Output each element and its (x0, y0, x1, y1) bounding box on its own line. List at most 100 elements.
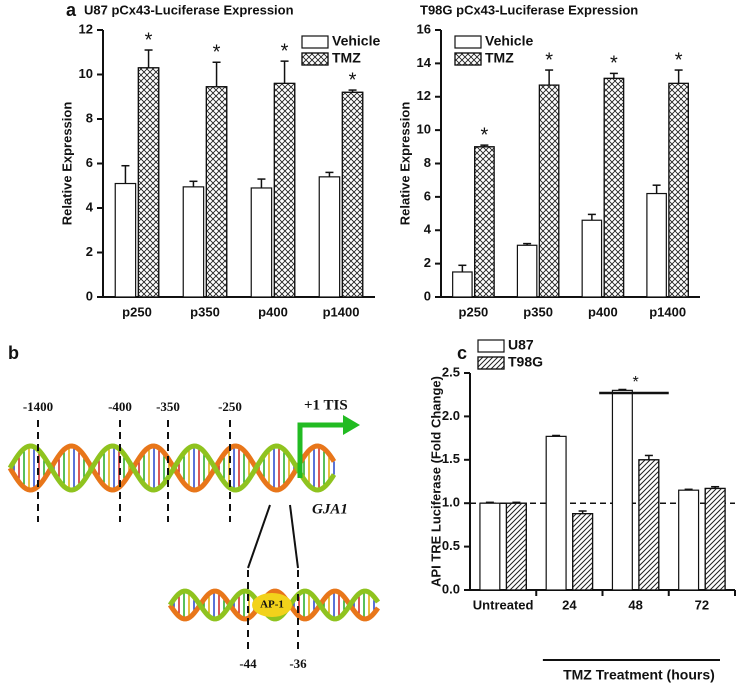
significance-star: * (480, 124, 488, 146)
legend-label: T98G (508, 354, 543, 370)
bar (611, 389, 633, 591)
y-tick-label: 8 (86, 110, 93, 125)
y-tick-label: 2 (86, 244, 93, 259)
significance-star: * (633, 374, 639, 391)
tss-label: +1 TIS (304, 397, 348, 413)
legend-label: U87 (508, 337, 534, 353)
significance-star: * (281, 40, 289, 62)
bar (545, 435, 567, 591)
y-tick-label: 0.0 (442, 581, 460, 596)
y-tick-label: 10 (417, 122, 431, 137)
legend-label: TMZ (332, 50, 361, 66)
legend-swatch-pattern (301, 52, 329, 66)
zoom-line (247, 504, 271, 569)
bar-pattern (137, 67, 160, 298)
position-label: -250 (218, 399, 242, 414)
bar-pattern (668, 82, 689, 298)
significance-star: * (675, 49, 683, 71)
dna-strand (7, 443, 337, 493)
bar (678, 489, 700, 591)
chart-title: U87 pCx43-Luciferase Expression (84, 2, 294, 17)
ap1-site (252, 593, 292, 617)
y-tick-label: 1.0 (442, 495, 460, 510)
zoom-line (289, 504, 299, 569)
bar (182, 186, 205, 298)
dna-strand (167, 588, 381, 622)
bar-pattern (572, 513, 594, 591)
tss-arrowhead (343, 415, 360, 435)
y-tick-label: 2 (424, 255, 431, 270)
bar (452, 271, 473, 298)
y-tick-label: 12 (79, 21, 93, 36)
site-label: -44 (239, 656, 257, 671)
bar (479, 502, 501, 591)
y-tick-label: 16 (417, 21, 431, 36)
y-axis-label: Relative Expression (59, 102, 74, 226)
dna-helix (7, 443, 337, 493)
y-tick-label: 1.5 (442, 451, 460, 466)
chart-title: T98G pCx43-Luciferase Expression (420, 2, 638, 17)
significance-star: * (349, 69, 357, 91)
y-tick-label: 8 (424, 155, 431, 170)
site-label: -36 (289, 656, 307, 671)
y-axis-label: Relative Expression (397, 102, 412, 226)
legend-swatch-pattern (477, 356, 505, 370)
position-markers (37, 420, 299, 650)
panel-label: a (66, 0, 77, 20)
bar-pattern (638, 459, 660, 591)
significance-star: * (545, 49, 553, 71)
x-tick-label: p1400 (649, 304, 686, 319)
legend-swatch (477, 339, 505, 353)
bar (318, 176, 341, 298)
promoter-diagram: b -1400 -400 -350 -250 +1 TIS GJA1 AP-1 … (7, 343, 381, 671)
x-tick-label: 24 (562, 597, 577, 612)
significance-star: * (610, 53, 618, 75)
x-tick-label: p400 (588, 304, 618, 319)
significance-star: * (145, 29, 153, 51)
y-tick-label: 4 (424, 222, 432, 237)
y-tick-label: 4 (86, 199, 94, 214)
legend-label: TMZ (485, 50, 514, 66)
x-tick-label: p350 (190, 304, 220, 319)
bar (114, 182, 137, 298)
bar-pattern (341, 91, 364, 298)
panel-label: b (8, 343, 19, 363)
x-tick-label: 72 (695, 597, 709, 612)
dna-strand (167, 588, 381, 622)
y-tick-label: 0 (424, 288, 431, 303)
y-tick-label: 14 (417, 55, 432, 70)
gene-label: GJA1 (312, 501, 348, 517)
bar-pattern (205, 86, 228, 298)
legend-swatch-pattern (454, 52, 482, 66)
bar-pattern (505, 502, 527, 591)
legend-label: Vehicle (485, 33, 533, 49)
x-tick-label: p400 (258, 304, 288, 319)
position-label: -1400 (23, 399, 53, 414)
y-tick-label: 12 (417, 88, 431, 103)
bar-pattern (538, 84, 560, 298)
bar-pattern (273, 82, 296, 298)
y-tick-label: 10 (79, 66, 93, 81)
y-tick-label: 2.0 (442, 408, 460, 423)
bar-pattern (474, 146, 495, 298)
position-label: -400 (108, 399, 132, 414)
panel-label: c (457, 343, 467, 363)
bar (581, 219, 603, 298)
x-tick-label: p250 (122, 304, 152, 319)
x-tick-label: Untreated (473, 597, 534, 612)
x-tick-label: 48 (628, 597, 642, 612)
x-tick-label: p250 (459, 304, 489, 319)
x-tick-label: p350 (523, 304, 553, 319)
bar (646, 192, 667, 298)
y-axis-label: API TRE Luciferase (Fold Change) (428, 376, 443, 587)
legend-swatch (454, 35, 482, 49)
bar (250, 187, 273, 298)
y-tick-label: 0.5 (442, 538, 460, 553)
y-tick-label: 2.5 (442, 364, 460, 379)
significance-star: * (213, 42, 221, 64)
factor-label: AP-1 (260, 599, 284, 611)
bar (516, 244, 538, 298)
dna-strand (7, 443, 337, 493)
